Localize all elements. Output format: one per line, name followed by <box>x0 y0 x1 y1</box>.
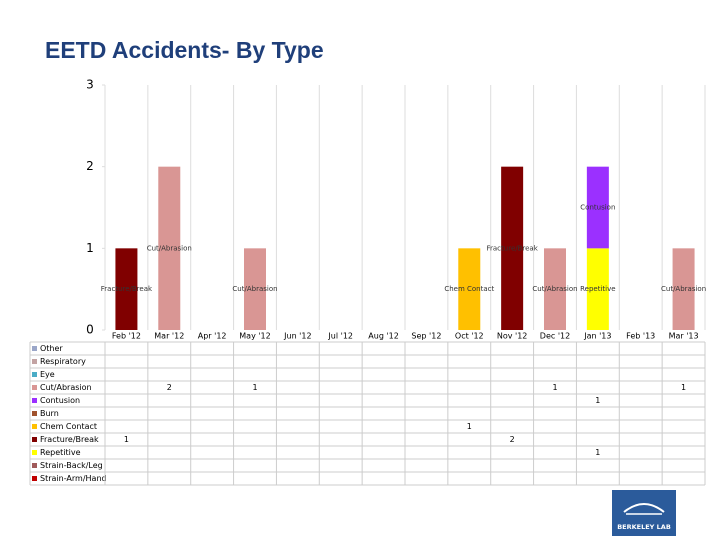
legend-label: Other <box>40 344 63 353</box>
y-tick-label: 1 <box>86 241 94 255</box>
legend-swatch <box>32 437 37 442</box>
segment-label: Cut/Abrasion <box>147 244 192 252</box>
legend-swatch <box>32 411 37 416</box>
x-tick-label: Jul '12 <box>327 332 353 341</box>
legend-label: Strain-Back/Leg <box>40 461 103 470</box>
legend-label: Respiratory <box>40 357 86 366</box>
table-value: 1 <box>124 435 129 444</box>
legend-label: Chem Contact <box>40 422 97 431</box>
x-tick-label: Feb '12 <box>112 332 141 341</box>
legend-label: Cut/Abrasion <box>40 383 92 392</box>
logo: BERKELEY LAB <box>612 490 676 536</box>
x-tick-label: Jan '13 <box>583 332 611 341</box>
legend-label: Contusion <box>40 396 80 405</box>
x-tick-label: Aug '12 <box>368 332 399 341</box>
segment-label: Repetitive <box>580 285 615 293</box>
table-value: 2 <box>510 435 515 444</box>
y-tick-label: 0 <box>86 323 94 337</box>
legend-label: Repetitive <box>40 448 81 457</box>
x-tick-label: May '12 <box>239 332 270 341</box>
legend-swatch <box>32 450 37 455</box>
x-tick-label: Apr '12 <box>198 332 227 341</box>
y-tick-label: 2 <box>86 159 94 173</box>
x-tick-label: Jun '12 <box>283 332 311 341</box>
table-value: 1 <box>681 383 686 392</box>
table-value: 2 <box>167 383 172 392</box>
segment-label: Fracture/Break <box>101 285 153 293</box>
bar-segment <box>586 248 609 330</box>
legend-label: Burn <box>40 409 59 418</box>
segment-label: Fracture/Break <box>487 244 539 252</box>
bar-segment <box>115 248 138 330</box>
x-tick-label: Sep '12 <box>411 332 441 341</box>
segment-label: Cut/Abrasion <box>232 285 277 293</box>
x-tick-label: Feb '13 <box>626 332 655 341</box>
chart-title: EETD Accidents- By Type <box>45 37 324 63</box>
legend-swatch <box>32 463 37 468</box>
logo-text: BERKELEY LAB <box>617 523 671 531</box>
bar-segment <box>586 166 609 249</box>
x-tick-label: Dec '12 <box>540 332 570 341</box>
x-tick-label: Oct '12 <box>455 332 484 341</box>
legend-swatch <box>32 424 37 429</box>
y-tick-label: 3 <box>86 78 94 92</box>
table-value: 1 <box>595 396 600 405</box>
bar-segment <box>244 248 266 330</box>
table-value: 1 <box>252 383 257 392</box>
bar-segment <box>458 248 481 330</box>
bar-segment <box>158 166 181 330</box>
x-tick-label: Nov '12 <box>497 332 528 341</box>
legend-label: Strain-Arm/Hand <box>40 474 107 483</box>
table-value: 1 <box>595 448 600 457</box>
legend-label: Fracture/Break <box>40 435 99 444</box>
legend-swatch <box>32 476 37 481</box>
legend-swatch <box>32 385 37 390</box>
table-value: 1 <box>467 422 472 431</box>
bar-segment <box>544 248 566 330</box>
x-tick-label: Mar '12 <box>154 332 184 341</box>
bar-segment <box>672 248 695 330</box>
legend-swatch <box>32 372 37 377</box>
bar-segment <box>501 166 524 330</box>
segment-label: Contusion <box>580 204 615 212</box>
segment-label: Cut/Abrasion <box>532 285 577 293</box>
segment-label: Cut/Abrasion <box>661 285 706 293</box>
legend-swatch <box>32 359 37 364</box>
table-value: 1 <box>552 383 557 392</box>
x-tick-label: Mar '13 <box>669 332 699 341</box>
legend-swatch <box>32 398 37 403</box>
segment-label: Chem Contact <box>444 285 494 293</box>
legend-label: Eye <box>40 370 55 379</box>
legend-swatch <box>32 346 37 351</box>
